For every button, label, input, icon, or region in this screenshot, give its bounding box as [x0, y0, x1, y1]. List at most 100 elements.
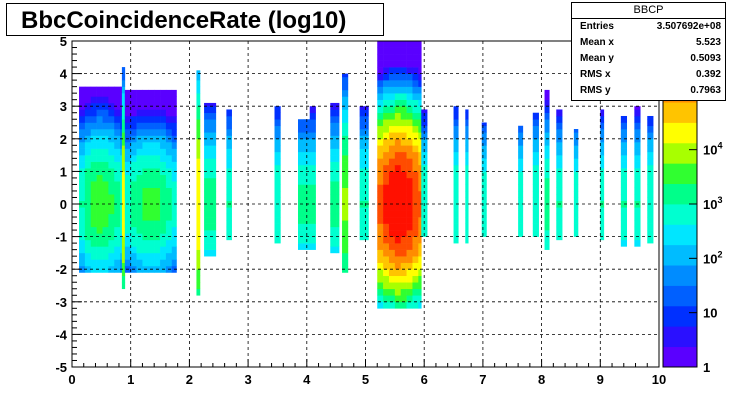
heatmap-cell: [383, 80, 390, 87]
palette-band: [663, 224, 697, 246]
heatmap-cell: [142, 115, 149, 123]
heatmap-cell: [160, 155, 167, 162]
heatmap-cell: [142, 239, 149, 247]
heatmap-cell: [154, 259, 161, 267]
heatmap-cell: [226, 115, 232, 123]
heatmap-cell: [204, 119, 211, 127]
heatmap-cell: [102, 161, 109, 169]
heatmap-cell: [154, 89, 161, 97]
heatmap-cell: [108, 155, 115, 162]
heatmap-cell: [84, 89, 92, 97]
heatmap-cell: [573, 171, 579, 179]
heatmap-cell: [634, 115, 641, 123]
heatmap-cell: [383, 197, 390, 205]
heatmap-cell: [136, 174, 143, 182]
heatmap-cell: [377, 67, 384, 74]
heatmap-cell: [84, 265, 92, 273]
heatmap-cell: [388, 151, 396, 159]
heatmap-cell: [481, 223, 487, 231]
heatmap-cell: [96, 187, 103, 195]
heatmap-cell: [165, 115, 173, 123]
heatmap-cell: [114, 207, 121, 215]
heatmap-cell: [421, 109, 428, 114]
heatmap-cell: [274, 190, 281, 198]
heatmap-cell: [274, 151, 281, 159]
stats-name: BBCP: [572, 3, 725, 19]
heatmap-cell: [114, 122, 121, 130]
heatmap-cell: [412, 93, 419, 100]
heatmap-cell: [90, 220, 97, 228]
heatmap-cell: [400, 60, 407, 68]
heatmap-cell: [142, 246, 149, 254]
heatmap-cell: [90, 213, 97, 221]
heatmap-cell: [330, 109, 337, 117]
heatmap-cell: [274, 236, 281, 244]
heatmap-cell: [298, 119, 305, 127]
heatmap-cell: [573, 217, 579, 224]
heatmap-cell: [148, 122, 155, 130]
heatmap-cell: [148, 207, 155, 215]
heatmap-cell: [102, 194, 109, 202]
heatmap-cell: [481, 177, 487, 185]
heatmap-cell: [377, 47, 384, 55]
heatmap-cell: [406, 73, 413, 81]
heatmap-cell: [209, 164, 217, 172]
heatmap-cell: [196, 138, 201, 146]
heatmap-cell: [453, 217, 459, 224]
heatmap-cell: [532, 197, 539, 205]
heatmap-cell: [124, 142, 131, 149]
heatmap-cell: [226, 226, 232, 234]
heatmap-cell: [342, 239, 349, 247]
heatmap-cell: [160, 89, 167, 97]
heatmap-cell: [453, 171, 459, 179]
heatmap-cell: [124, 239, 131, 247]
heatmap-cell: [412, 106, 419, 114]
heatmap-cell: [620, 187, 628, 195]
heatmap-cell: [634, 213, 641, 221]
heatmap-cell: [209, 217, 217, 224]
heatmap-cell: [154, 148, 161, 156]
heatmap-cell: [196, 275, 201, 283]
heatmap-cell: [394, 249, 402, 257]
heatmap-cell: [204, 184, 211, 192]
heatmap-cell: [84, 122, 92, 130]
heatmap-cell: [544, 177, 550, 185]
heatmap-cell: [365, 155, 369, 162]
heatmap-cell: [298, 230, 305, 237]
heatmap-cell: [79, 220, 86, 228]
heatmap-cell: [120, 246, 123, 254]
heatmap-cell: [160, 161, 167, 169]
heatmap-cell: [383, 164, 390, 172]
heatmap-cell: [114, 200, 121, 208]
heatmap-cell: [556, 161, 563, 169]
heatmap-cell: [400, 217, 407, 224]
heatmap-cell: [160, 213, 167, 221]
heatmap-cell: [406, 164, 413, 172]
heatmap-cell: [573, 184, 579, 192]
heatmap-cell: [154, 226, 161, 234]
heatmap-cell: [336, 115, 340, 123]
heatmap-cell: [342, 200, 349, 208]
heatmap-cell: [209, 132, 217, 140]
heatmap-cell: [406, 301, 413, 309]
y-tick-label: 3: [60, 99, 67, 114]
heatmap-cell: [209, 249, 217, 257]
heatmap-cell: [600, 155, 605, 162]
heatmap-cell: [114, 265, 121, 273]
heatmap-cell: [377, 80, 384, 87]
heatmap-cell: [573, 197, 579, 205]
heatmap-cell: [342, 187, 349, 195]
heatmap-cell: [196, 93, 201, 100]
heatmap-cell: [84, 102, 92, 110]
stats-label: Mean x: [580, 37, 614, 48]
heatmap-cell: [634, 181, 641, 188]
heatmap-cell: [383, 41, 390, 48]
heatmap-cell: [406, 119, 413, 127]
stats-label: Entries: [580, 21, 614, 32]
heatmap-cell: [573, 145, 579, 153]
heatmap-cell: [121, 125, 126, 133]
heatmap-cell: [84, 200, 92, 208]
heatmap-cell: [84, 252, 92, 260]
heatmap-cell: [79, 233, 86, 241]
heatmap-cell: [108, 265, 115, 273]
